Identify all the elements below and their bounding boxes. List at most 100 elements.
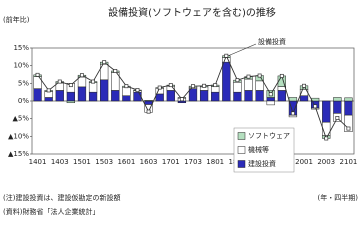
bar-segment (77, 86, 87, 102)
bar-segment (233, 82, 242, 93)
x-axis-label: (年・四半期) (318, 193, 359, 202)
line-marker (102, 60, 107, 65)
line-marker (290, 111, 295, 116)
bar-segment (199, 90, 209, 102)
legend-label: 建設投資 (248, 159, 276, 168)
line-marker (324, 136, 329, 141)
line-marker (157, 85, 162, 90)
bar-segment (288, 114, 298, 118)
bar-segment (244, 90, 253, 102)
legend-swatch (237, 146, 246, 154)
line-marker (46, 88, 51, 93)
y-tick-label: 10% (13, 62, 29, 70)
bar-segment (288, 97, 298, 102)
line-marker (35, 72, 40, 77)
x-tick-label: 1501 (73, 158, 91, 166)
x-tick-label: 2101 (340, 158, 358, 166)
bar-segment (211, 91, 220, 102)
line-marker (313, 104, 318, 109)
legend-label: 機械等 (248, 145, 269, 154)
bar-segment (322, 100, 331, 123)
bar-segment (255, 90, 264, 102)
bar-segment (122, 86, 131, 96)
chart: 設備投資(ソフトウェアを含む)の推移 (前年比) (年・四半期) (注)建設投資… (3, 6, 359, 216)
bar-segment (133, 91, 142, 102)
bar-segment (222, 61, 231, 102)
note: (注)建設投資は、建設仮勘定の新設額 (3, 193, 120, 202)
line-marker (191, 84, 195, 89)
y-axis-label: (前年比) (3, 15, 30, 24)
bar-segment (111, 90, 120, 102)
y-tick-label: 5% (18, 79, 29, 87)
legend-label: ソフトウェア (248, 132, 290, 140)
y-tick-label: 15% (13, 44, 29, 52)
x-tick-label: 1403 (51, 158, 69, 166)
bar-segment (122, 95, 131, 102)
bar-segment (233, 91, 242, 102)
x-tick-label: 1603 (140, 158, 158, 166)
line-marker (202, 83, 207, 88)
line-marker (246, 74, 251, 79)
line-marker (257, 73, 262, 78)
bar-segment (166, 90, 175, 102)
line-marker (146, 109, 151, 114)
line-marker (91, 79, 96, 84)
bar-segment (88, 82, 98, 93)
bar-segment (344, 100, 353, 116)
legend-swatch (237, 160, 246, 168)
bar-segment (266, 97, 275, 102)
chart-title: 設備投資(ソフトウェアを含む)の推移 (108, 6, 276, 19)
legend-swatch (237, 132, 246, 140)
x-tick-label: 1503 (95, 158, 113, 166)
line-marker (135, 88, 140, 92)
bar-segment (144, 100, 153, 102)
line-marker (57, 79, 62, 84)
x-tick-label: 1701 (162, 158, 180, 166)
line-marker (346, 126, 351, 131)
line-marker (213, 83, 218, 88)
line-annotation: 設備投資 (258, 37, 286, 46)
y-tick-label: ▲10% (8, 132, 29, 140)
line-marker (113, 69, 118, 73)
bar-segment (266, 100, 275, 106)
bar-segment (333, 100, 342, 114)
x-tick-label: 1801 (206, 158, 224, 166)
line-marker (80, 73, 84, 78)
bar-segment (277, 86, 286, 91)
x-tick-label: 1601 (117, 158, 135, 166)
y-tick-label: 0% (18, 97, 29, 105)
line-marker (268, 92, 273, 97)
line-marker (168, 83, 173, 88)
bar-segment (55, 90, 64, 102)
bar-segment (299, 95, 309, 102)
y-tick-label: ▲5% (13, 115, 30, 123)
line-marker (68, 83, 73, 88)
line-marker (124, 84, 129, 89)
bar-segment (344, 114, 353, 132)
bar-segment (66, 91, 75, 102)
note: (資料)財務省「法人企業統計」 (3, 207, 99, 216)
line-marker (279, 73, 284, 78)
x-tick-label: 2001 (295, 158, 313, 166)
bar-segment (66, 100, 75, 104)
bar-segment (77, 76, 87, 88)
bar-segment (177, 100, 187, 104)
bar-segment (155, 93, 164, 102)
x-tick-label: 1401 (29, 158, 47, 166)
line-marker (302, 83, 306, 88)
bar-segment (188, 88, 198, 102)
line-marker (335, 116, 340, 120)
bar-segment (100, 79, 109, 102)
bar-segment (33, 88, 42, 102)
y-tick-label: ▲15% (8, 150, 29, 158)
x-tick-label: 1703 (184, 158, 202, 166)
bar-segment (44, 91, 53, 98)
bar-segment (277, 90, 286, 102)
line-marker (179, 97, 184, 102)
bar-segment (344, 97, 353, 102)
line-marker (235, 78, 240, 83)
x-tick-label: 2003 (317, 158, 335, 166)
bar-segment (211, 86, 220, 93)
bar-segment (144, 100, 153, 105)
bar-segment (244, 78, 253, 91)
